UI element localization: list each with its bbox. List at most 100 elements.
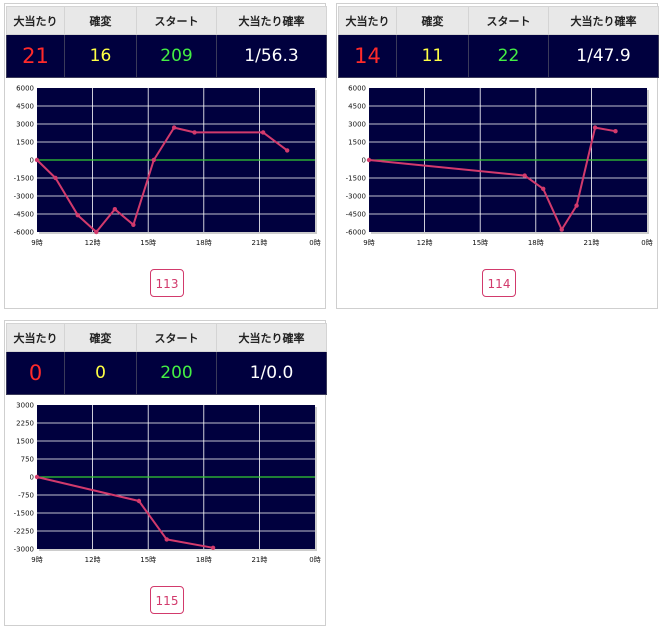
y-tick-label: -3000 [346,193,366,201]
x-tick-label: 9時 [31,239,42,247]
header-probability: 大当たり確率 [548,6,659,35]
stats-table: 大当たり 確変 スタート 大当たり確率 0 0 200 1/0.0 [6,323,327,395]
y-tick-label: 3000 [348,121,366,129]
kakuhen-value: 16 [64,34,137,78]
x-tick-label: 0時 [309,239,320,247]
y-tick-label: -3000 [14,546,34,554]
start-value: 209 [136,34,217,78]
y-tick-label: 4500 [348,103,366,111]
data-point [574,203,579,208]
y-tick-label: -4500 [346,211,366,219]
x-tick-label: 15時 [140,239,156,247]
machine-card-113: 大当たり 確変 スタート 大当たり確率 21 16 209 1/56.3 600… [4,3,327,309]
header-start: スタート [136,323,217,352]
y-tick-label: 1500 [16,438,34,446]
data-point [136,498,142,504]
x-tick-label: 9時 [363,239,374,247]
data-point [260,130,266,135]
data-point [522,173,527,178]
data-point [151,157,156,163]
payout-line-chart: 6000 4500 3000 1500 0 -1500 -3000 -4500 -6000 9時 1… [346,85,653,248]
header-hits: 大当たり [6,6,65,35]
start-value: 22 [468,34,549,78]
data-point [34,157,40,163]
y-tick-label: 3000 [16,402,34,410]
series-line [36,476,214,549]
kakuhen-value: 11 [396,34,469,78]
machine-card-115: 大当たり 確変 スタート 大当たり確率 0 0 200 1/0.0 3000 22… [4,320,327,626]
data-point [192,130,197,135]
x-tick-label: 21時 [251,556,267,564]
y-tick-label: 0 [30,157,34,165]
data-point [559,227,564,232]
kakuhen-value: 0 [64,351,137,395]
header-start: スタート [136,6,217,35]
y-tick-label: -3000 [14,193,34,201]
y-tick-label: 0 [30,474,34,482]
header-hits: 大当たり [6,323,65,352]
data-point [285,148,290,153]
data-point [75,213,80,218]
start-value: 200 [136,351,217,395]
data-point [94,229,99,235]
y-tick-label: -1500 [14,510,34,518]
y-tick-label: 4500 [16,103,34,111]
stats-table: 大当たり 確変 スタート 大当たり確率 21 16 209 1/56.3 [6,6,327,78]
y-tick-label: 2250 [16,420,34,428]
machine-number-button[interactable]: 113 [150,269,184,297]
y-tick-label: -4500 [14,211,34,219]
x-tick-label: 21時 [251,239,267,247]
x-tick-label: 0時 [309,556,320,564]
payout-line-chart: 6000 4500 3000 1500 0 -1500 -3000 -4500 -6000 9時 1… [14,85,321,248]
data-point [131,222,136,227]
machine-number-button[interactable]: 114 [482,269,516,297]
data-point [171,125,177,130]
data-point [210,545,216,550]
data-point [592,125,598,130]
x-tick-label: 15時 [140,556,156,564]
y-tick-label: -750 [18,492,34,500]
payout-line-chart: 3000 2250 1500 750 0 -750 -1500 -2250 -3000 9時 12時… [14,402,321,565]
data-point [53,175,58,181]
y-tick-label: -1500 [14,175,34,183]
data-point [613,129,618,134]
x-tick-label: 18時 [196,556,212,564]
x-tick-label: 12時 [85,239,101,247]
y-tick-label: -6000 [14,229,34,237]
header-hits: 大当たり [338,6,397,35]
x-tick-label: 21時 [583,239,599,247]
y-tick-label: 6000 [348,85,366,93]
y-tick-label: -2250 [14,528,34,536]
y-tick-label: 750 [21,456,34,464]
x-tick-label: 12時 [85,556,101,564]
hits-value: 0 [6,351,65,395]
hits-value: 21 [6,34,65,78]
x-tick-label: 9時 [31,556,42,564]
header-kakuhen: 確変 [64,323,137,352]
data-point [34,474,40,480]
x-tick-label: 0時 [641,239,652,247]
machine-card-114: 大当たり 確変 スタート 大当たり確率 14 11 22 1/47.9 6000… [336,3,659,309]
stats-table: 大当たり 確変 スタート 大当たり確率 14 11 22 1/47.9 [338,6,659,78]
probability-value: 1/0.0 [216,351,327,395]
data-point [541,186,546,191]
x-tick-label: 15時 [472,239,488,247]
hits-value: 14 [338,34,397,78]
data-point [164,537,169,542]
header-probability: 大当たり確率 [216,323,327,352]
y-tick-label: -6000 [346,229,366,237]
y-tick-label: -1500 [346,175,366,183]
header-kakuhen: 確変 [396,6,469,35]
y-tick-label: 1500 [348,139,366,147]
x-tick-label: 18時 [528,239,544,247]
header-start: スタート [468,6,549,35]
data-point [366,157,372,163]
y-tick-label: 3000 [16,121,34,129]
machine-number-button[interactable]: 115 [150,586,184,614]
y-tick-label: 0 [362,157,366,165]
header-probability: 大当たり確率 [216,6,327,35]
header-kakuhen: 確変 [64,6,137,35]
y-tick-label: 1500 [16,139,34,147]
data-point [112,207,118,212]
probability-value: 1/47.9 [548,34,659,78]
